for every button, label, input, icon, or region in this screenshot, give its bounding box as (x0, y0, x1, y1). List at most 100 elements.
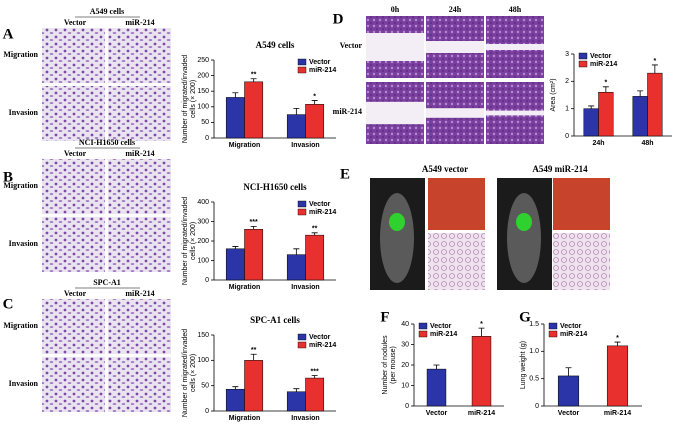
column-label: A549 miR-214 (532, 164, 588, 174)
bar (471, 336, 492, 407)
micrograph (108, 159, 171, 214)
micrograph (108, 299, 171, 354)
micrograph (42, 299, 105, 354)
y-axis-label: Lung weight (g) (520, 341, 527, 389)
micrograph (42, 217, 105, 272)
column-label: miR-214 (125, 149, 154, 158)
legend-swatch (297, 58, 307, 66)
chart-title: A549 cells (256, 40, 295, 50)
bar (632, 96, 648, 137)
legend-label: Vector (309, 201, 331, 208)
x-tick-label: miR-214 (468, 410, 495, 417)
wound-gap (486, 44, 544, 50)
y-tick-label: 150 (197, 88, 209, 95)
legend-swatch (548, 330, 558, 338)
y-tick-label: 3 (565, 51, 569, 58)
significance: *** (250, 219, 258, 226)
y-axis-label: Number of migrated/invaded (182, 55, 189, 143)
wound-gap (486, 110, 544, 116)
row-label: Migration (3, 321, 38, 330)
y-tick-label: 0 (205, 408, 209, 415)
column-label: 24h (449, 5, 462, 14)
mouse-body (380, 193, 414, 283)
y-tick-label: 300 (197, 218, 209, 225)
row-label: Migration (3, 50, 38, 59)
x-tick-label: Migration (229, 415, 261, 422)
error-bar (250, 78, 257, 82)
y-axis-label: Number of migrated/invaded (182, 329, 189, 417)
legend-label: miR-214 (309, 209, 336, 216)
panel-label: E (340, 166, 350, 182)
y-axis-label: cells (× 200) (190, 222, 197, 260)
legend-label: miR-214 (590, 61, 617, 68)
legend-swatch (548, 322, 558, 330)
bar (225, 388, 245, 412)
error-bar (602, 86, 609, 93)
chart-title: NCI-H1650 cells (243, 182, 307, 192)
error-bar (293, 107, 300, 115)
histology-image (428, 233, 485, 290)
panel-label: D (333, 11, 344, 27)
legend-swatch (297, 66, 307, 74)
error-bar (614, 341, 621, 346)
bar (305, 377, 325, 412)
y-tick-label: 10 (401, 382, 409, 389)
y-tick-label: 100 (197, 104, 209, 111)
panel-label: C (3, 296, 14, 312)
y-axis-label: Area (cm²) (550, 78, 557, 111)
y-tick-label: 50 (201, 383, 209, 390)
error-bar (478, 327, 485, 337)
x-tick-label: Migration (229, 142, 261, 149)
x-tick-label: Invasion (291, 284, 319, 291)
row-label: miR-214 (333, 107, 362, 116)
error-bar (232, 386, 239, 390)
bar (286, 114, 306, 139)
x-tick-label: Migration (229, 284, 261, 291)
fluorescence (389, 213, 405, 231)
error-bar (311, 100, 318, 105)
y-tick-label: 30 (401, 341, 409, 348)
x-tick-label: Invasion (291, 415, 319, 422)
legend-swatch (297, 341, 307, 349)
micrograph (42, 357, 105, 412)
legend-label: miR-214 (309, 342, 336, 349)
legend-swatch (578, 60, 588, 68)
y-tick-label: 50 (201, 119, 209, 126)
column-label: 0h (391, 5, 400, 14)
y-tick-label: 0 (205, 277, 209, 284)
significance: * (653, 58, 656, 65)
bar (225, 97, 245, 139)
micrograph (108, 86, 171, 141)
fluorescence (516, 213, 532, 231)
legend-swatch (418, 322, 428, 330)
y-tick-label: 150 (197, 332, 209, 339)
wound-gap (366, 101, 424, 125)
y-tick-label: 1.0 (529, 348, 539, 355)
significance: * (480, 321, 483, 328)
y-tick-label: 0 (205, 135, 209, 142)
x-tick-label: Invasion (291, 142, 319, 149)
error-bar (250, 353, 257, 361)
error-bar (232, 92, 239, 98)
significance: * (313, 93, 316, 100)
row-label: Invasion (9, 379, 39, 388)
y-axis-label: (per mouse) (390, 346, 397, 384)
y-tick-label: 40 (401, 321, 409, 328)
error-bar (651, 64, 658, 74)
legend-swatch (578, 52, 588, 60)
significance: * (604, 80, 607, 87)
bar (598, 92, 614, 137)
bar (305, 234, 325, 281)
wound-gap (426, 41, 484, 53)
y-tick-label: 0 (405, 403, 409, 410)
column-label: miR-214 (125, 18, 154, 27)
micrograph (108, 28, 171, 83)
y-tick-label: 100 (197, 257, 209, 264)
legend-label: miR-214 (560, 331, 587, 338)
significance: *** (311, 368, 319, 375)
image-header: NCI-H1650 cells (79, 138, 135, 147)
y-tick-label: 1 (565, 106, 569, 113)
y-axis-label: cells (× 200) (190, 354, 197, 392)
bar (583, 108, 599, 137)
error-bar (637, 90, 644, 97)
